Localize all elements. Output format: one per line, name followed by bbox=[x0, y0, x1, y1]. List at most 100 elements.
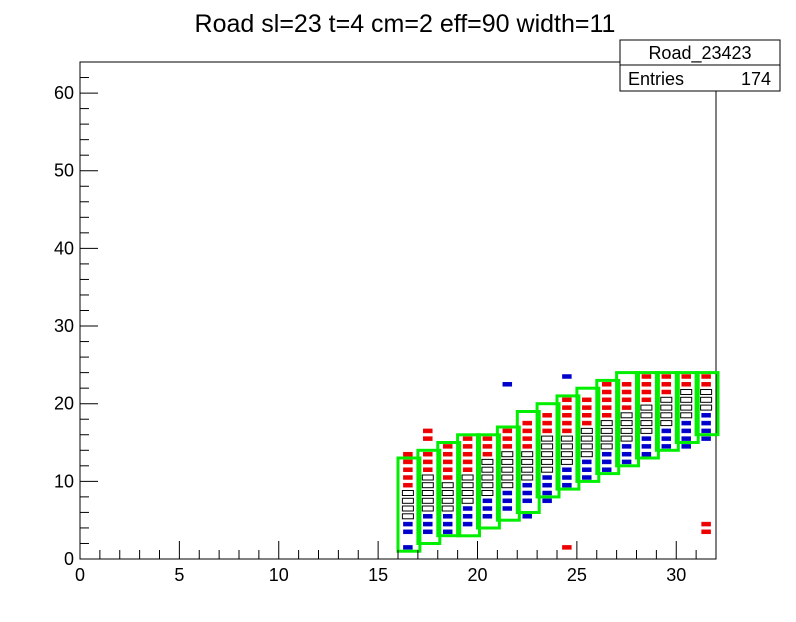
hit-cell-black bbox=[640, 427, 653, 434]
hit-cell-black bbox=[461, 497, 474, 504]
hit-cell-red bbox=[403, 459, 413, 465]
hit-cell-black bbox=[640, 412, 653, 419]
data-layer bbox=[396, 371, 720, 553]
hit-cell-red bbox=[562, 420, 572, 426]
hit-cell-blue bbox=[562, 482, 572, 488]
hit-cell-red bbox=[462, 459, 473, 465]
hit-cell-red bbox=[601, 397, 612, 403]
hit-cell-blue bbox=[403, 529, 413, 535]
hit-cell-black bbox=[461, 482, 474, 489]
hit-cell-blue bbox=[661, 428, 672, 434]
road-window bbox=[654, 371, 680, 452]
hit-cell-red bbox=[601, 382, 612, 387]
hit-cell-black bbox=[541, 435, 554, 442]
hit-cell-black bbox=[660, 396, 673, 403]
hit-cell-red bbox=[542, 413, 552, 418]
hit-cell-blue bbox=[621, 444, 632, 449]
hit-cell-blue bbox=[442, 514, 453, 519]
hit-cell-blue bbox=[482, 514, 493, 519]
hit-cell-red bbox=[661, 382, 672, 387]
hit-cell-blue bbox=[562, 475, 572, 480]
road-window bbox=[416, 448, 442, 545]
hit-cell-blue bbox=[562, 374, 572, 379]
hit-cell-black bbox=[600, 435, 613, 442]
hit-cell-blue bbox=[542, 482, 552, 488]
hit-cell-red bbox=[542, 428, 552, 434]
hit-cell-black bbox=[580, 427, 593, 434]
road-window bbox=[694, 371, 720, 437]
x-tick-label: 30 bbox=[666, 565, 686, 585]
hit-cell-red bbox=[582, 397, 592, 403]
hit-cell-red bbox=[423, 467, 433, 472]
hit-cell-black bbox=[541, 451, 554, 458]
hit-cell-black bbox=[401, 490, 414, 496]
hit-cell-blue bbox=[522, 498, 532, 504]
hit-cell-red bbox=[522, 444, 532, 449]
hit-cell-blue bbox=[482, 506, 493, 511]
hit-cell-blue bbox=[701, 436, 711, 441]
hit-cell-blue bbox=[641, 436, 652, 441]
hit-cell-black bbox=[501, 458, 514, 465]
hit-cell-black bbox=[600, 443, 613, 450]
hit-cell-black bbox=[680, 412, 693, 419]
hit-cell-black bbox=[580, 435, 593, 442]
hit-cell-red bbox=[403, 451, 413, 457]
hit-cell-black bbox=[640, 420, 653, 427]
road-window bbox=[456, 433, 482, 538]
hit-cell-black bbox=[481, 466, 494, 473]
road-window bbox=[396, 456, 422, 553]
hit-cell-red bbox=[701, 382, 711, 387]
hit-cell-blue bbox=[502, 498, 513, 504]
road-window bbox=[595, 378, 621, 476]
stats-entries-label: Entries bbox=[628, 69, 684, 89]
hit-cell-blue bbox=[661, 444, 672, 449]
hit-cell-black bbox=[441, 482, 454, 489]
hit-cell-black bbox=[680, 396, 693, 403]
hit-cell-red bbox=[562, 545, 572, 550]
hit-cell-red bbox=[442, 451, 453, 457]
hit-cell-black bbox=[620, 412, 633, 419]
hit-cell-blue bbox=[681, 436, 691, 441]
hit-cell-black bbox=[401, 497, 414, 504]
hit-cell-black bbox=[461, 490, 474, 496]
hit-cell-red bbox=[462, 444, 473, 449]
y-tick-label: 0 bbox=[64, 549, 74, 569]
hit-cell-red bbox=[641, 389, 652, 395]
stats-box-name: Road_23423 bbox=[648, 43, 751, 64]
hit-cell-blue bbox=[442, 529, 453, 535]
hit-cell-red bbox=[661, 389, 672, 395]
hit-cell-blue bbox=[661, 436, 672, 441]
hit-cell-black bbox=[680, 389, 693, 395]
hit-cell-red bbox=[442, 459, 453, 465]
hit-cell-red bbox=[462, 451, 473, 457]
hit-cell-blue bbox=[601, 451, 612, 457]
hit-cell-red bbox=[423, 459, 433, 465]
hit-cell-black bbox=[560, 435, 573, 442]
x-tick-label: 25 bbox=[567, 565, 587, 585]
hit-cell-blue bbox=[582, 475, 592, 480]
hit-cell-black bbox=[560, 451, 573, 458]
hit-cell-black bbox=[401, 513, 414, 520]
hit-cell-red bbox=[621, 389, 632, 395]
hit-cell-black bbox=[560, 458, 573, 465]
hit-cell-blue bbox=[601, 467, 612, 472]
hit-cell-black bbox=[560, 443, 573, 450]
hit-cell-red bbox=[582, 413, 592, 418]
hit-cell-blue bbox=[522, 514, 532, 519]
road-window bbox=[635, 371, 660, 460]
hit-cell-black bbox=[421, 497, 434, 504]
hit-cell-red bbox=[601, 389, 612, 395]
hit-cell-blue bbox=[701, 420, 711, 426]
hit-cell-red bbox=[562, 428, 572, 434]
hit-cell-black bbox=[501, 451, 514, 458]
hit-cell-black bbox=[580, 443, 593, 450]
hit-cell-red bbox=[601, 413, 612, 418]
hit-cell-blue bbox=[641, 444, 652, 449]
hit-cell-red bbox=[403, 475, 413, 480]
y-tick-label: 10 bbox=[54, 471, 74, 491]
hit-cell-black bbox=[700, 404, 713, 411]
hit-cell-blue bbox=[502, 490, 513, 496]
hit-cell-blue bbox=[522, 490, 532, 496]
hit-cell-blue bbox=[601, 459, 612, 465]
hit-cell-black bbox=[640, 404, 653, 411]
